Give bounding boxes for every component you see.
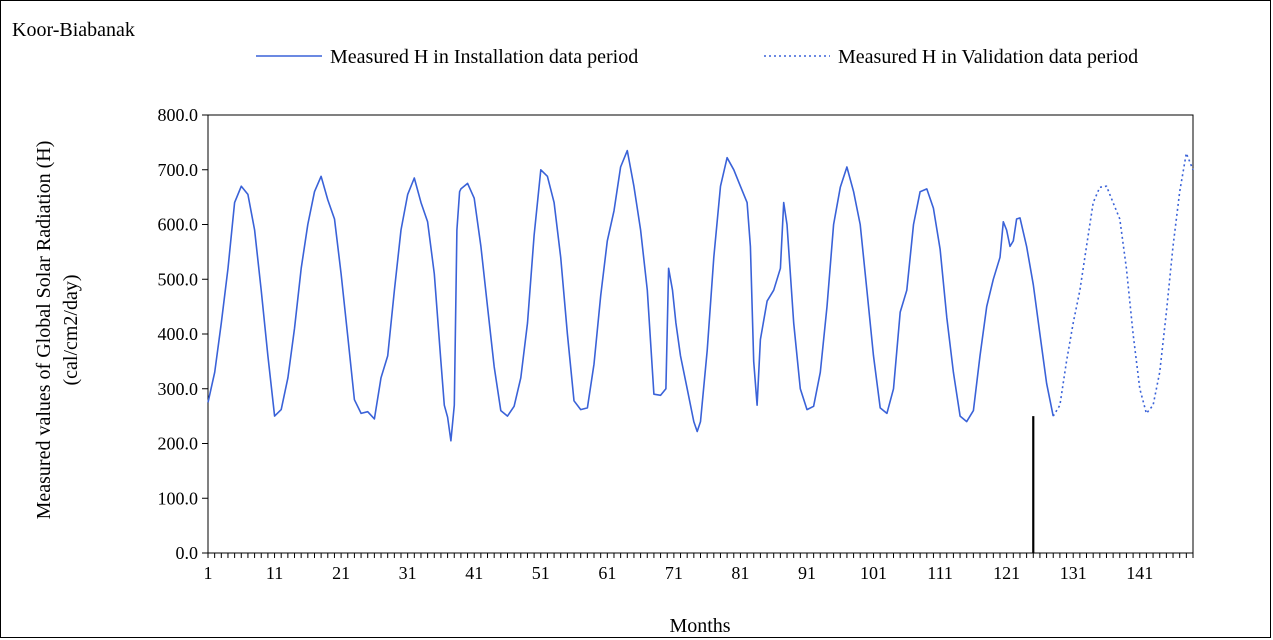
- x-tick-label: 141: [1126, 563, 1153, 583]
- series-layer: [207, 149, 1194, 553]
- y-tick-label: 400.0: [158, 324, 199, 344]
- x-tick-label: 91: [798, 563, 816, 583]
- y-axis-title-line1: Measured values of Global Solar Radiatio…: [33, 141, 55, 520]
- y-axis: 0.0 100.0 200.0 300.0 400.0 500.0 600.0 700.0 80…: [158, 105, 208, 563]
- series-validation-line: [1052, 152, 1194, 417]
- x-tick-label: 51: [532, 563, 550, 583]
- y-tick-label: 800.0: [158, 105, 199, 125]
- x-tick-label: 111: [927, 563, 953, 583]
- x-tick-label: 131: [1060, 563, 1087, 583]
- y-axis-title: Measured values of Global Solar Radiatio…: [33, 141, 82, 520]
- x-tick-label: 1: [204, 563, 213, 583]
- x-tick-label: 81: [731, 563, 749, 583]
- x-tick-label: 21: [332, 563, 350, 583]
- x-tick-label: 11: [266, 563, 283, 583]
- y-tick-label: 0.0: [176, 543, 199, 563]
- legend-label-validation: Measured H in Validation data period: [838, 46, 1138, 68]
- y-tick-label: 300.0: [158, 379, 199, 399]
- y-tick-label: 100.0: [158, 488, 199, 508]
- x-axis-title: Months: [669, 615, 730, 637]
- x-tick-label: 31: [399, 563, 417, 583]
- y-tick-label: 500.0: [158, 269, 199, 289]
- y-tick-label: 600.0: [158, 215, 199, 235]
- legend: Measured H in Installation data period M…: [256, 46, 1138, 68]
- y-tick-label: 700.0: [158, 160, 199, 180]
- y-tick-label: 200.0: [158, 434, 199, 454]
- x-tick-label: 71: [665, 563, 683, 583]
- series-installation-line: [207, 149, 1054, 442]
- x-tick-label: 101: [860, 563, 887, 583]
- x-tick-label: 61: [598, 563, 616, 583]
- y-axis-title-line2: (cal/cm2/day): [60, 274, 82, 385]
- legend-label-installation: Measured H in Installation data period: [330, 46, 638, 68]
- x-tick-label: 41: [465, 563, 483, 583]
- chart-title: Koor-Biabanak: [12, 19, 135, 41]
- plot-area: [207, 114, 1194, 554]
- x-tick-label: 121: [993, 563, 1020, 583]
- x-axis: 1 11 21 31 41 51 61 71 81 91 101 111 121 131 141: [204, 553, 1194, 583]
